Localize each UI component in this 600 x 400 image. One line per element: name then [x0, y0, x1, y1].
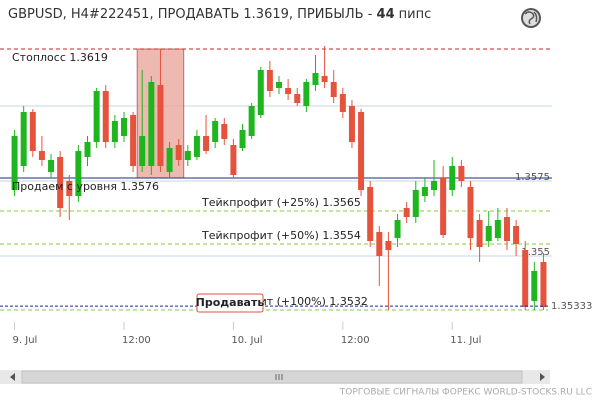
candle-body [531, 271, 538, 301]
candle-body [522, 250, 529, 307]
level-label: Тейкпрофит (+50%) 1.3554 [201, 229, 361, 242]
candle-body [166, 148, 173, 172]
title-suffix: пипс [399, 7, 432, 22]
candle-body [412, 190, 419, 217]
title-prefix: GBPUSD, H4#222451, ПРОДАВАТЬ 1.3619, ПРИ… [8, 7, 377, 22]
candle-body [248, 106, 255, 136]
candle-body [93, 91, 100, 142]
sell-button[interactable] [196, 293, 264, 313]
candle-body [66, 181, 73, 196]
candle-body [421, 187, 428, 196]
sell-button-label: Продавать [196, 296, 265, 309]
candle-body [467, 187, 474, 238]
candle-body [130, 115, 137, 166]
candle-body [449, 166, 456, 190]
current-label-bg [548, 299, 600, 314]
candle-body [175, 145, 182, 160]
scroll-right[interactable] [540, 373, 545, 381]
candle-body [57, 157, 64, 208]
candle-body [458, 166, 465, 181]
candle-body [148, 82, 155, 166]
candle-body [239, 130, 246, 148]
candle-body [111, 121, 118, 142]
candle-body [84, 142, 91, 157]
candle-body [120, 118, 127, 136]
scrollbar-grip [275, 374, 283, 380]
candle-body [257, 70, 264, 115]
candle-body [48, 160, 55, 172]
candle-body [184, 151, 191, 160]
level-label: Тейкпрофит (+25%) 1.3565 [201, 196, 361, 209]
candle-body [38, 151, 45, 160]
candle-body [385, 241, 392, 250]
x-tick-label: 12:00 [341, 335, 370, 346]
title: GBPUSD, H4#222451, ПРОДАВАТЬ 1.3619, ПРИ… [8, 7, 431, 22]
candle-body [494, 220, 501, 238]
candle-body [276, 82, 282, 88]
candle-body [193, 136, 200, 157]
title-value: 44 [377, 7, 395, 22]
candle-body [203, 136, 210, 151]
candle-body [394, 220, 401, 238]
candle-body [20, 112, 27, 166]
candle-body [330, 82, 337, 97]
scrollbar-thumb[interactable] [21, 370, 523, 384]
level-label: Продаем с уровня 1.3576 [12, 180, 159, 193]
candle-body [476, 220, 483, 247]
candle-body [285, 88, 292, 94]
candle-body [157, 85, 164, 166]
candle-body [403, 208, 410, 217]
level-label: Стоплосс 1.3619 [12, 51, 108, 64]
candle-body [485, 226, 492, 241]
candle-body [212, 121, 219, 142]
candle-body [102, 91, 109, 142]
candle-body [503, 217, 510, 241]
candle-body [339, 94, 346, 112]
candle-body [221, 124, 228, 139]
candle-body [312, 73, 319, 85]
candle-body [321, 76, 328, 82]
candle-body [303, 82, 310, 106]
x-tick-label: 11. Jul [450, 335, 481, 346]
candle-body [75, 151, 82, 196]
candle-body [29, 112, 36, 151]
footer: ТОРГОВЫЕ СИГНАЛЫ ФОРЕКС WORLD-STOCKS.RU … [339, 388, 592, 398]
candle-body [230, 145, 237, 175]
candle-body [376, 232, 383, 256]
candle-body [358, 112, 365, 190]
current-label: 1.35333 [551, 301, 592, 312]
x-tick-label: 9. Jul [13, 335, 38, 346]
candle-body [348, 106, 355, 142]
y-tick-label: 1.355 [521, 247, 550, 258]
candle-body [294, 94, 301, 103]
plot: 9. Jul 12:00 10. Jul 12:00 11. Jul1.35751.35… [0, 46, 600, 346]
candle-body [139, 136, 146, 166]
candle-body [266, 70, 273, 91]
candle-body [367, 187, 374, 241]
x-tick-label: 12:00 [122, 335, 151, 346]
candle-body [540, 262, 547, 307]
candle-body [440, 178, 447, 235]
candle-body [431, 181, 438, 190]
candle-body [513, 226, 520, 244]
scroll-left[interactable] [10, 373, 15, 381]
globe-icon[interactable] [521, 8, 541, 28]
candle-body [11, 136, 18, 190]
x-tick-label: 10. Jul [231, 335, 262, 346]
